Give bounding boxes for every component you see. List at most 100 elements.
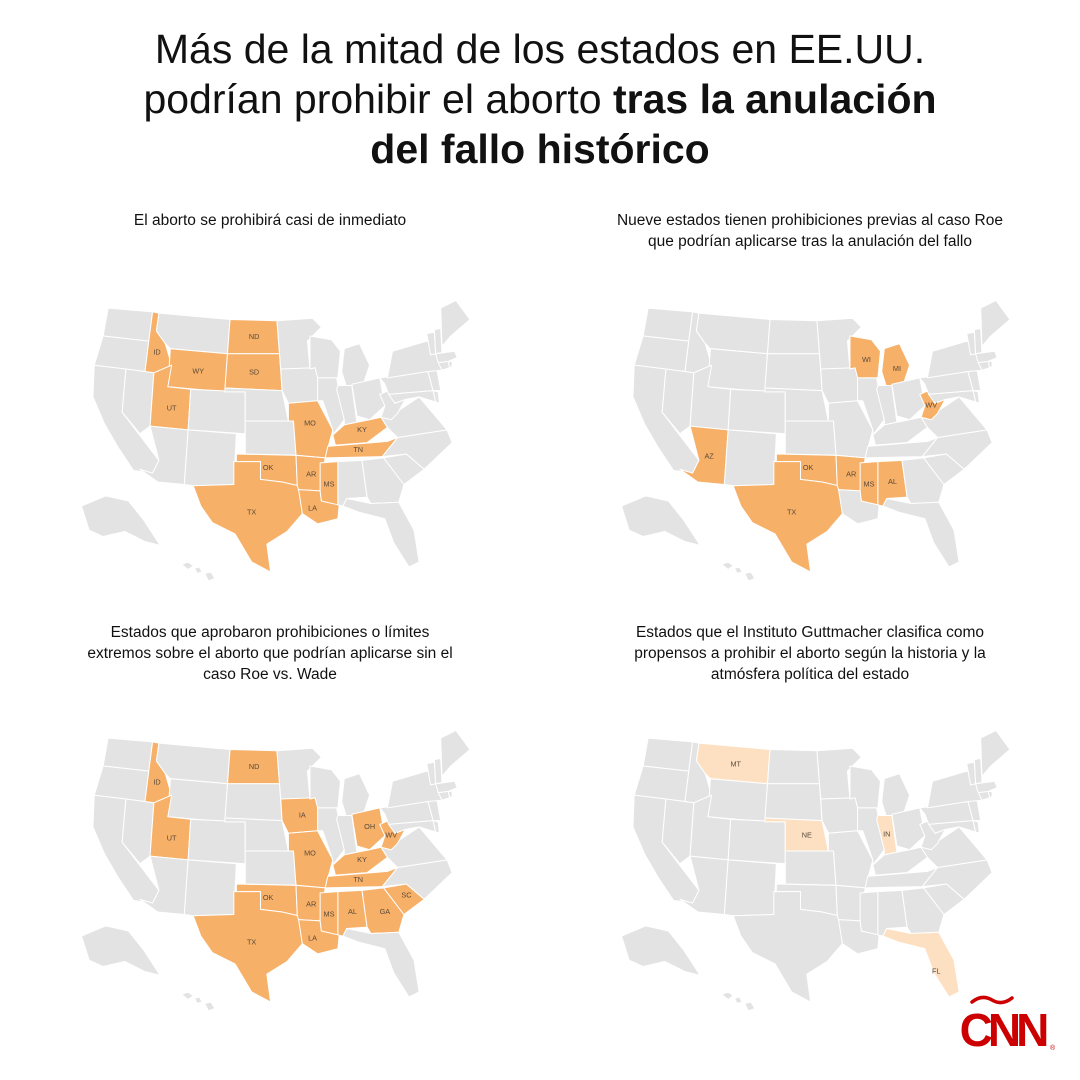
state-oh <box>891 377 926 421</box>
state-label-nd: ND <box>249 332 260 341</box>
state-hi <box>181 561 216 582</box>
panel-title: Nueve estados tienen prohibiciones previ… <box>560 210 1060 252</box>
state-ak <box>81 495 161 546</box>
state-mn <box>816 747 862 800</box>
state-nm <box>183 859 237 917</box>
state-me <box>980 299 1011 347</box>
state-label-ar: AR <box>306 899 316 908</box>
state-ms <box>319 891 339 936</box>
state-wa <box>642 307 694 342</box>
map-panel-guttmacher: Estados que el Instituto Guttmacher clas… <box>540 620 1080 1050</box>
state-ks <box>244 850 297 886</box>
state-nh <box>433 327 443 355</box>
state-ma <box>435 350 458 364</box>
map-panel-immediate-ban: El aborto se prohibirá casi de inmediato… <box>0 200 540 630</box>
state-label-in: IN <box>883 829 890 838</box>
panel-title-line: que podrían aplicarse tras la anulación … <box>648 233 972 250</box>
headline-line-2-normal: podrían prohibir el aborto <box>143 76 613 122</box>
state-label-ok: OK <box>263 463 274 472</box>
state-wy <box>167 778 228 823</box>
state-co <box>727 818 786 865</box>
state-label-ms: MS <box>324 909 335 918</box>
state-wy <box>707 348 768 393</box>
state-tx <box>732 461 843 573</box>
state-ri <box>987 790 993 799</box>
panel-title-line: El aborto se prohibirá casi de inmediato <box>133 212 407 229</box>
state-sd <box>224 783 283 822</box>
state-tn <box>324 867 399 889</box>
us-map: MT NE IN FL <box>621 729 1011 1012</box>
state-label-tn: TN <box>353 875 363 884</box>
cnn-logo: CNN ® <box>960 995 1056 1056</box>
us-map: ID ND UT IA MO OH WV KY TN OK AR TX LA MS AL GA SC <box>81 729 471 1012</box>
state-label-tx: TX <box>247 507 256 516</box>
headline-line-3: del fallo histórico <box>370 126 710 172</box>
cnn-logo-registered: ® <box>1050 1044 1056 1052</box>
state-label-wi: WI <box>862 355 871 364</box>
state-label-la: LA <box>308 934 317 943</box>
state-label-wv: WV <box>385 831 397 840</box>
state-nm <box>723 429 777 487</box>
state-label-ga: GA <box>380 907 391 916</box>
state-sd <box>764 353 823 392</box>
state-label-id: ID <box>153 347 160 356</box>
state-ak <box>81 925 161 976</box>
state-co <box>727 388 786 435</box>
state-ms <box>859 461 879 506</box>
cnn-logo-text: CNN <box>960 1004 1047 1056</box>
us-map: ID WY ND SD UT MO KY TN OK AR TX LA MS <box>81 299 471 582</box>
state-nd <box>766 748 821 785</box>
panel-title: Estados que aprobaron prohibiciones o lí… <box>20 622 520 685</box>
headline-line-2-bold: tras la anulación <box>612 76 937 122</box>
state-fl <box>342 497 420 568</box>
state-de <box>972 820 980 834</box>
state-nm <box>723 859 777 917</box>
state-co <box>187 388 246 435</box>
state-label-ia: IA <box>299 810 306 819</box>
state-label-mt: MT <box>730 760 741 769</box>
state-ri <box>447 790 453 799</box>
state-nh <box>973 327 983 355</box>
state-sd <box>764 783 823 822</box>
panel-title-line: atmósfera política del estado <box>710 666 910 683</box>
state-de <box>432 820 440 834</box>
state-ak <box>621 925 701 976</box>
panel-title-line: extremos sobre el aborto que podrían apl… <box>87 645 453 662</box>
panel-title: Estados que el Instituto Guttmacher clas… <box>560 622 1060 685</box>
state-de <box>972 390 980 404</box>
map-panel-pre-roe-bans: Nueve estados tienen prohibiciones previ… <box>540 200 1080 630</box>
state-ri <box>987 360 993 369</box>
state-tn <box>324 437 399 459</box>
state-tx <box>192 891 303 1003</box>
panel-title-line: Nueve estados tienen prohibiciones previ… <box>616 212 1003 229</box>
state-co <box>187 818 246 865</box>
state-ks <box>244 420 297 456</box>
state-label-al: AL <box>888 477 897 486</box>
state-fl <box>342 927 420 998</box>
panel-title: El aborto se prohibirá casi de inmediato <box>20 210 520 231</box>
state-nd <box>766 318 821 355</box>
state-ri <box>447 360 453 369</box>
state-mn <box>816 317 862 370</box>
state-hi <box>721 561 756 582</box>
state-label-wv: WV <box>925 401 937 410</box>
state-ms <box>859 891 879 936</box>
state-label-ok: OK <box>263 893 274 902</box>
state-wa <box>102 737 154 772</box>
state-label-mo: MO <box>304 418 316 427</box>
state-nh <box>973 757 983 785</box>
state-mt <box>155 312 231 355</box>
state-label-oh: OH <box>364 822 375 831</box>
state-tx <box>732 891 843 1003</box>
state-label-ky: KY <box>357 855 367 864</box>
state-label-tx: TX <box>247 937 256 946</box>
state-label-al: AL <box>348 907 357 916</box>
state-ks <box>784 420 837 456</box>
state-label-ms: MS <box>864 479 875 488</box>
state-label-ut: UT <box>167 833 177 842</box>
state-mt <box>155 742 231 785</box>
headline-line-2: podrían prohibir el aborto tras la anula… <box>0 74 1080 124</box>
state-fl <box>882 927 960 998</box>
state-tx <box>192 461 303 573</box>
state-label-ut: UT <box>167 403 177 412</box>
